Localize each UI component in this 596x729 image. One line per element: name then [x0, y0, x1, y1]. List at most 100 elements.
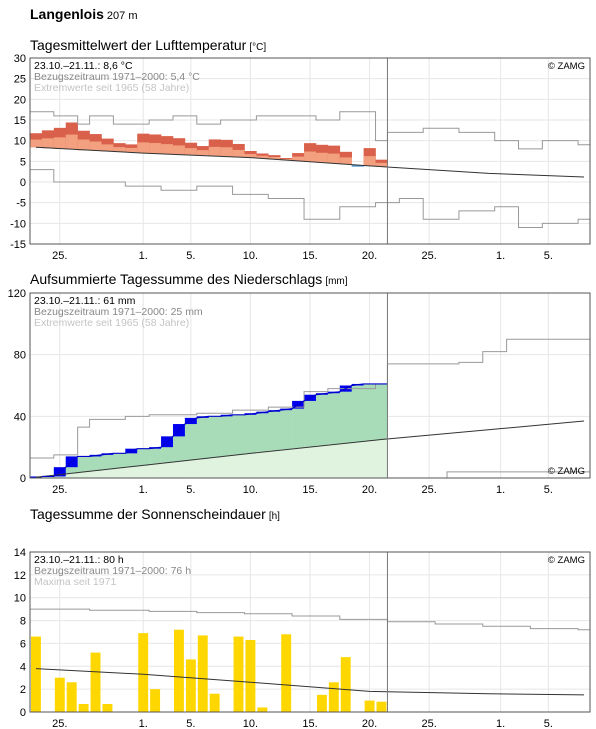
sunshine-ytick-label: 14 — [14, 547, 26, 559]
precip-mean-area — [101, 453, 114, 470]
temperature-ytick-label: 25 — [14, 74, 26, 86]
precip-ref-area — [89, 470, 102, 478]
precip-mean-area — [327, 391, 341, 445]
sunshine-bar — [31, 636, 41, 712]
precipitation-xtick-label: 1. — [496, 484, 505, 496]
sunshine-bar — [150, 689, 161, 712]
precip-mean-area — [220, 414, 233, 457]
precipitation-xtick-label: 5. — [186, 484, 195, 496]
temp-bar-mean — [161, 144, 174, 154]
precipitation-info-line: Bezugszeitraum 1971–2000: 25 mm — [34, 306, 203, 318]
precip-ref-area — [327, 444, 341, 478]
sunshine-xtick-label: 1. — [139, 718, 148, 729]
sunshine-xtick-label: 25. — [422, 718, 437, 729]
precip-mean-area — [375, 383, 388, 440]
temp-bar-mean — [327, 153, 341, 164]
precip-mean-area — [268, 410, 281, 451]
precipitation-info-line: 23.10.–21.11.: 61 mm — [34, 295, 136, 307]
temp-bar-mean — [137, 142, 150, 154]
precip-mean-area — [292, 400, 305, 449]
temperature-info-line: Bezugszeitraum 1971–2000: 5,4 °C — [34, 71, 200, 83]
sunshine-bar — [328, 682, 339, 712]
temperature-ytick-label: 10 — [14, 136, 26, 148]
precipitation-xtick-label: 5. — [544, 484, 553, 496]
station-name: Langenlois — [30, 6, 104, 22]
precip-mean-area — [256, 411, 269, 452]
precipitation-max-envelope — [30, 338, 590, 459]
sunshine-ytick-label: 8 — [20, 616, 26, 628]
precip-ref-area — [113, 468, 126, 478]
temp-bar-mean — [101, 144, 114, 152]
precip-ref-area — [268, 450, 281, 478]
temp-bar-mean — [268, 156, 281, 160]
sunshine-mean-line — [35, 668, 585, 696]
temp-bar-mean — [172, 145, 186, 155]
temperature-min-envelope — [30, 169, 590, 228]
precip-mean-area — [196, 416, 210, 459]
precip-ref-area — [161, 462, 174, 478]
precip-ref-area — [315, 445, 329, 478]
precip-ref-area — [149, 463, 162, 478]
precip-ref-area — [339, 443, 353, 478]
temperature-xtick-label: 5. — [544, 250, 553, 262]
temp-bar-mean — [220, 147, 233, 157]
sunshine-bar — [376, 701, 387, 712]
temp-bar-mean — [304, 151, 317, 162]
precip-ref-area — [172, 461, 186, 478]
sunshine-bar — [257, 707, 268, 712]
precip-mean-area — [315, 393, 329, 446]
temperature-ytick-label: -15 — [10, 239, 26, 251]
temp-bar-mean — [339, 157, 353, 165]
sunshine-bar — [66, 682, 77, 712]
precip-ref-area — [375, 439, 388, 478]
precipitation-xtick-label: 10. — [243, 484, 258, 496]
precip-ref-area — [125, 466, 138, 478]
temperature-title: Tagesmittelwert der Lufttemperatur [°C] — [30, 37, 267, 53]
page-title: Langenlois 207 m — [30, 6, 137, 22]
temperature-ytick-label: -5 — [16, 198, 26, 210]
precip-mean-area — [339, 385, 353, 444]
sunshine-bar — [197, 635, 208, 712]
sunshine-copyright: © ZAMG — [548, 555, 585, 566]
precip-mean-area — [304, 394, 317, 447]
sunshine-bar — [102, 704, 113, 712]
temperature-xtick-label: 5. — [186, 250, 195, 262]
precipitation-ytick-label: 80 — [14, 350, 26, 362]
temp-bar-mean — [256, 155, 269, 159]
sunshine-chart: 0 2 4 6 8 10 12 14 25. 1. 5. 10. 15. 20. 25. 1. 5. 23.10.… — [14, 547, 591, 729]
precipitation-xtick-label: 1. — [139, 484, 148, 496]
temp-bar-below — [351, 165, 364, 167]
temp-bar-mean — [77, 139, 90, 151]
precip-mean-area — [184, 417, 198, 461]
sunshine-xtick-label: 5. — [544, 718, 553, 729]
sunshine-xtick-label: 15. — [302, 718, 317, 729]
precip-ref-area — [77, 472, 90, 478]
precipitation-ytick-label: 120 — [8, 288, 26, 300]
precipitation-mean-line — [35, 420, 585, 478]
precip-ref-area — [137, 465, 150, 478]
sunshine-xtick-label: 25. — [52, 718, 67, 729]
sunshine-bar — [233, 636, 244, 712]
sunshine-bar — [209, 693, 220, 712]
temperature-ytick-label: -10 — [10, 218, 26, 230]
sunshine-xtick-label: 10. — [243, 718, 258, 729]
precip-ref-area — [244, 453, 257, 478]
precipitation-chart: 0 40 80 120 25. 1. 5. 10. 15. 20. 25. 1. 5. 23.10.–21… — [8, 288, 591, 496]
precipitation-title: Aufsummierte Tagessumme des Niederschlag… — [30, 271, 348, 287]
sunshine-bar — [281, 634, 292, 712]
temperature-ytick-label: 30 — [14, 53, 26, 65]
sunshine-xtick-label: 1. — [496, 718, 505, 729]
sunshine-bar — [54, 677, 65, 712]
temperature-info-line: Extremwerte seit 1965 (58 Jahre) — [34, 82, 189, 94]
precip-mean-area — [89, 454, 102, 471]
precip-ref-area — [351, 441, 364, 478]
precip-ref-area — [65, 473, 78, 478]
sunshine-xtick-label: 20. — [362, 718, 377, 729]
sunshine-bar — [316, 694, 327, 712]
sunshine-frame — [29, 551, 591, 713]
precipitation-xtick-label: 15. — [302, 484, 317, 496]
precip-ref-area — [101, 469, 114, 478]
temp-bar-mean — [41, 138, 55, 149]
temperature-xtick-label: 20. — [362, 250, 377, 262]
